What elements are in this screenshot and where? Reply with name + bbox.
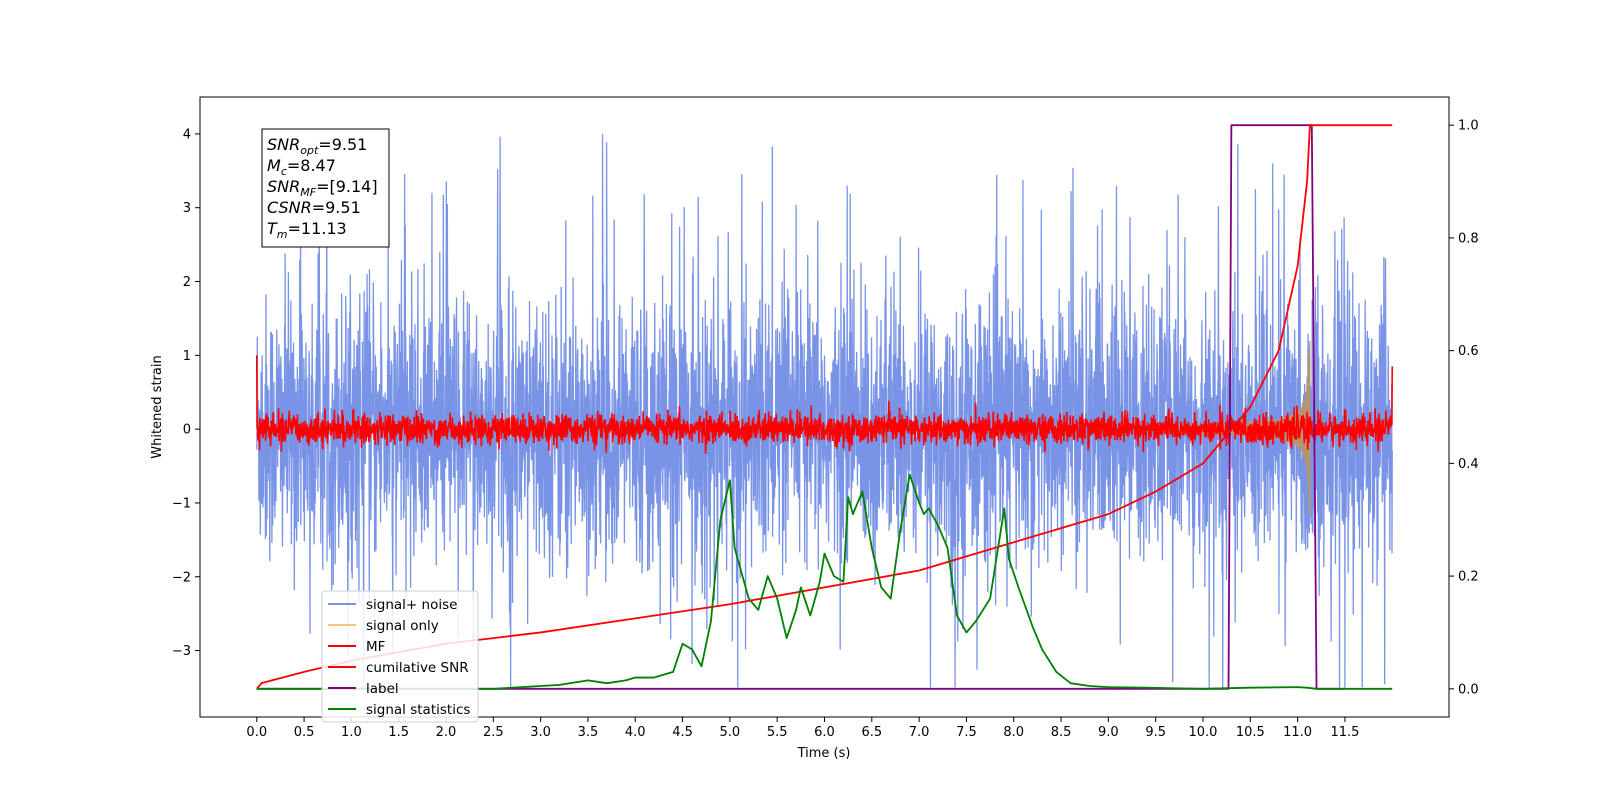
x-axis: 0.0 0.5 1.0 1.5 2.0 2.5 3.0 3.5 4.0 4.5 5.0 5.5 6.0 6…: [246, 717, 1359, 740]
annotation-value: =11.13: [288, 219, 347, 238]
legend-label: cumilative SNR: [366, 660, 469, 676]
legend-label: signal+ noise: [366, 597, 457, 613]
annotation-symbol: T: [267, 219, 278, 238]
y-left-tick-label: 1: [183, 349, 191, 364]
x-tick-label: 4.0: [625, 725, 646, 740]
x-tick-label: 7.5: [956, 725, 977, 740]
annotation-subscript: MF: [300, 186, 316, 199]
x-tick-label: 10.0: [1189, 725, 1218, 740]
annotation-symbol: CSNR: [267, 198, 312, 217]
legend-label: label: [366, 681, 399, 697]
y-left-tick-label: −1: [172, 496, 191, 511]
y-left-tick-label: 3: [183, 201, 191, 216]
annotation-line: CSNR=9.51: [267, 198, 361, 217]
y-right-tick-label: 0.6: [1458, 344, 1479, 359]
y-left-tick-label: 0: [183, 423, 191, 438]
legend-frame: [321, 590, 479, 723]
y-left-tick-label: 4: [183, 127, 191, 142]
legend-label: signal only: [366, 618, 439, 634]
x-tick-label: 3.5: [578, 725, 599, 740]
x-tick-label: 3.0: [530, 725, 551, 740]
x-tick-label: 9.0: [1098, 725, 1119, 740]
annotation-box: SNRopt=9.51Mc=8.47SNRMF=[9.14]CSNR=9.51T…: [261, 128, 390, 248]
annotation-value: =[9.14]: [316, 177, 378, 196]
annotation-line: SNRopt=9.51: [267, 135, 367, 157]
annotation-line: Mc=8.47: [267, 156, 336, 178]
x-tick-label: 10.5: [1236, 725, 1265, 740]
x-axis-label: Time (s): [797, 746, 851, 761]
x-tick-label: 11.5: [1330, 725, 1359, 740]
annotation-symbol: SNR: [267, 177, 300, 196]
y-axis-label-left: Whitened strain: [150, 355, 165, 458]
y-right-tick-label: 1.0: [1458, 119, 1479, 134]
annotation-subscript: c: [281, 165, 287, 178]
x-tick-label: 0.0: [246, 725, 267, 740]
x-tick-label: 1.5: [388, 725, 409, 740]
y-right-tick-label: 0.2: [1458, 570, 1479, 585]
x-tick-label: 2.0: [436, 725, 457, 740]
annotation-line: SNRMF=[9.14]: [267, 177, 378, 199]
y-right-tick-label: 0.4: [1458, 457, 1479, 472]
x-tick-label: 7.0: [909, 725, 930, 740]
annotation-frame: [261, 128, 390, 248]
series-signal-statistics-line: [256, 473, 1393, 690]
x-tick-label: 1.0: [341, 725, 362, 740]
y-axis-left: 4 3 2 1 0 −1 −2 −3: [172, 127, 200, 659]
series-mf-line: [255, 355, 1394, 454]
annotation-subscript: opt: [300, 144, 319, 157]
x-tick-label: 0.5: [294, 725, 315, 740]
x-tick-label: 5.0: [720, 725, 741, 740]
x-tick-label: 8.0: [1003, 725, 1024, 740]
x-tick-label: 8.5: [1051, 725, 1072, 740]
annotation-value: =9.51: [312, 198, 361, 217]
annotation-subscript: m: [277, 228, 288, 241]
y-left-tick-label: 2: [183, 275, 191, 290]
x-tick-label: 5.5: [767, 725, 788, 740]
y-right-tick-label: 0.8: [1458, 231, 1479, 246]
annotation-symbol: M: [267, 156, 281, 175]
legend-label: signal statistics: [366, 702, 470, 718]
x-tick-label: 6.5: [861, 725, 882, 740]
y-right-tick-label: 0.0: [1458, 682, 1479, 697]
y-axis-right: 1.0 0.8 0.6 0.4 0.2 0.0: [1449, 119, 1479, 697]
x-tick-label: 4.5: [672, 725, 693, 740]
x-tick-label: 11.0: [1283, 725, 1312, 740]
annotation-value: =9.51: [318, 135, 367, 154]
legend-label: MF: [366, 639, 385, 655]
x-tick-label: 9.5: [1145, 725, 1166, 740]
annotation-value: =8.47: [287, 156, 336, 175]
y-left-tick-label: −3: [172, 644, 191, 659]
y-left-tick-label: −2: [172, 570, 191, 585]
annotation-line: Tm=11.13: [267, 219, 347, 241]
x-tick-label: 2.5: [483, 725, 504, 740]
annotation-symbol: SNR: [267, 135, 300, 154]
x-tick-label: 6.0: [814, 725, 835, 740]
legend: signal+ noise signal only MF cumilative SNR…: [321, 590, 479, 723]
